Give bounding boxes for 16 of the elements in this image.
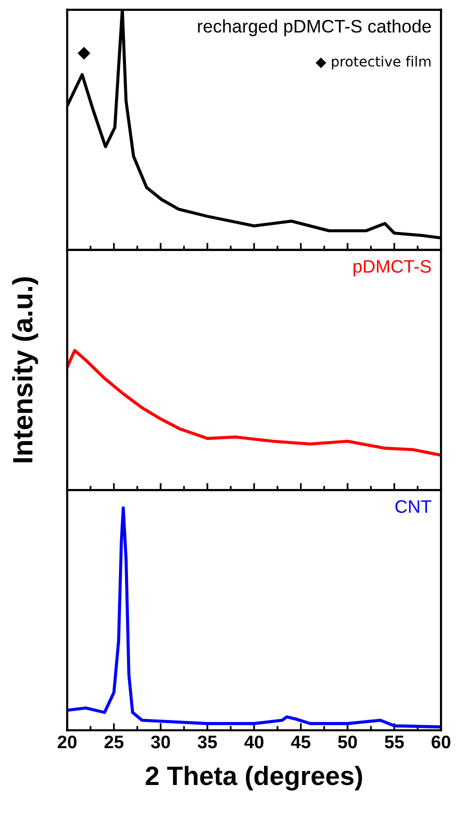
x-tick-label: 60 xyxy=(432,736,450,748)
annotation: ◆ protective film xyxy=(316,56,430,70)
x-tick-label: 50 xyxy=(338,736,357,748)
text: CNT xyxy=(395,500,432,513)
x-tick-label: 45 xyxy=(291,736,310,748)
x-tick-label: 25 xyxy=(104,736,124,748)
y-axis-title: Intensity (a.u.) xyxy=(12,277,38,462)
annotation: ◆ xyxy=(78,46,90,60)
x-tick-label: 55 xyxy=(384,736,404,748)
x-tick-label: 40 xyxy=(244,736,264,748)
x-tick-label: 20 xyxy=(58,736,76,748)
text: pDMCT-S xyxy=(354,260,431,276)
x-tick-label: 35 xyxy=(198,736,217,748)
text: recharged pDMCT-S cathode xyxy=(198,19,431,36)
x-axis-title: 2 Theta (degrees) xyxy=(146,766,362,791)
x-tick-label: 30 xyxy=(151,736,170,748)
